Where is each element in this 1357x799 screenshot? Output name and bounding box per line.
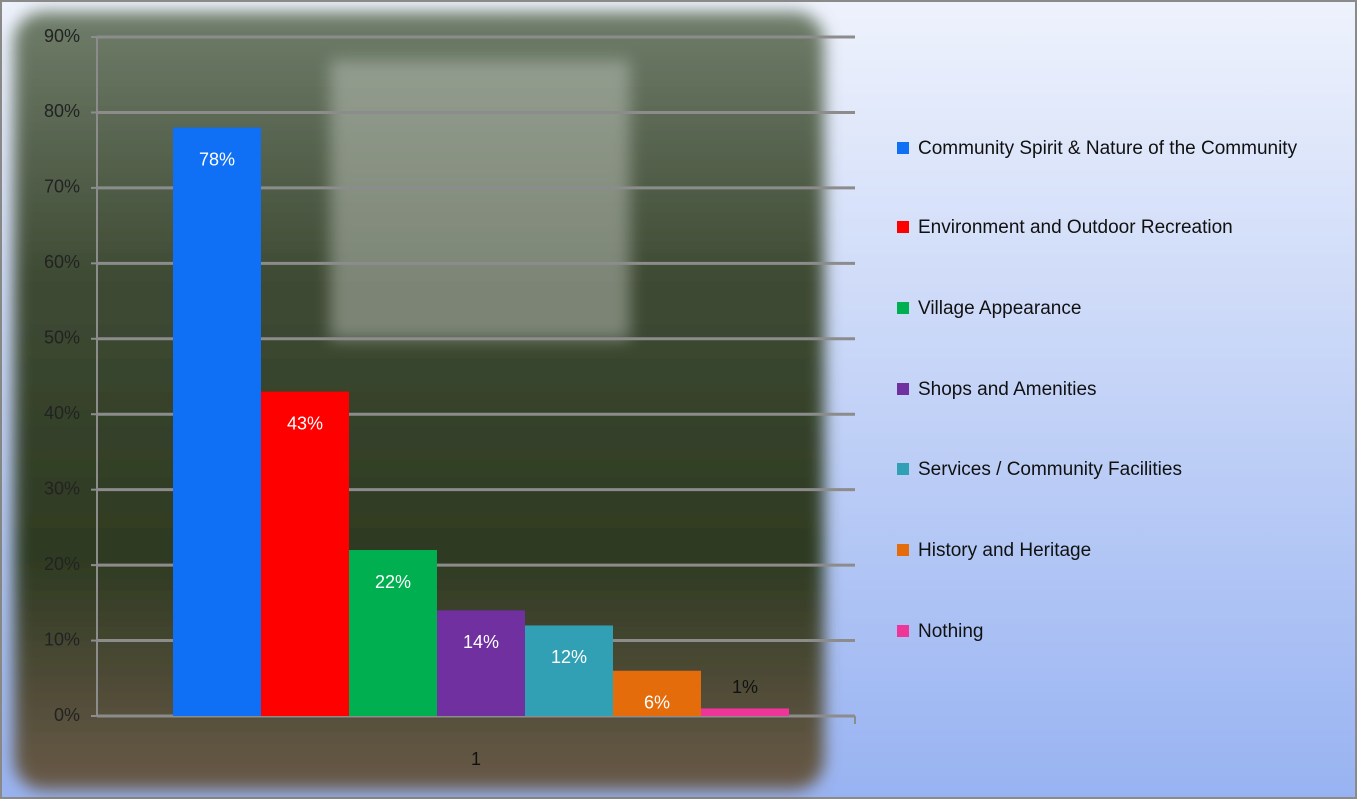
legend-label: Environment and Outdoor Recreation: [918, 214, 1338, 241]
legend-swatch: [897, 383, 909, 395]
legend-label: Services / Community Facilities: [918, 456, 1338, 483]
bar: [701, 708, 789, 716]
data-label: 14%: [463, 632, 499, 652]
legend-swatch: [897, 544, 909, 556]
y-tick-label: 70%: [44, 177, 80, 197]
data-label: 78%: [199, 149, 235, 169]
data-label: 12%: [551, 647, 587, 667]
legend-swatch: [897, 463, 909, 475]
data-label: 43%: [287, 413, 323, 433]
y-tick-label: 40%: [44, 403, 80, 423]
y-tick-label: 80%: [44, 101, 80, 121]
legend-label: Shops and Amenities: [918, 376, 1338, 403]
legend-swatch: [897, 625, 909, 637]
data-label: 6%: [644, 692, 670, 712]
y-tick-label: 0%: [54, 705, 80, 725]
legend-label: Village Appearance: [918, 295, 1338, 322]
y-tick-label: 20%: [44, 554, 80, 574]
data-label: 1%: [732, 677, 758, 697]
legend-swatch: [897, 142, 909, 154]
x-tick-label: 1: [471, 749, 481, 769]
y-tick-label: 90%: [44, 26, 80, 46]
legend-label: History and Heritage: [918, 537, 1338, 564]
bar: [525, 625, 613, 716]
legend-swatch: [897, 302, 909, 314]
chart-page: 0% 10% 20% 30% 40% 50% 60% 70% 80% 90% 1 78% 43% 22% 1…: [0, 0, 1357, 799]
legend-label: Community Spirit & Nature of the Communi…: [918, 135, 1338, 162]
y-tick-label: 10%: [44, 629, 80, 649]
legend-swatch: [897, 221, 909, 233]
legend-label: Nothing: [918, 618, 1338, 645]
y-tick-label: 30%: [44, 478, 80, 498]
bar: [261, 392, 349, 716]
photo-sky: [330, 60, 630, 340]
bar: [173, 128, 261, 716]
y-tick-label: 60%: [44, 252, 80, 272]
data-label: 22%: [375, 572, 411, 592]
bar: [437, 610, 525, 716]
y-tick-label: 50%: [44, 328, 80, 348]
